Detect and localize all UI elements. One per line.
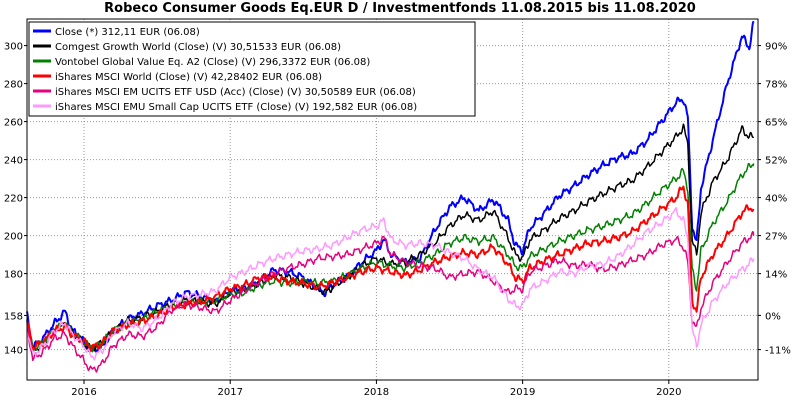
y-tick-label: 220 bbox=[4, 194, 23, 205]
y2-tick-label: 65% bbox=[765, 118, 787, 129]
y2-tick-label: 90% bbox=[765, 42, 787, 53]
y2-tick-label: -11% bbox=[765, 346, 791, 357]
y-tick-label: 260 bbox=[4, 118, 23, 129]
y-tick-label: 180 bbox=[4, 270, 23, 281]
legend-label: iShares MSCI World (Close) (V) 42,28402 … bbox=[55, 72, 322, 83]
series-line-1 bbox=[26, 20, 755, 354]
grid-lines bbox=[27, 19, 758, 380]
x-tick-label: 2016 bbox=[71, 387, 96, 398]
plot-frame bbox=[26, 18, 759, 381]
legend-label: Close (*) 312,11 EUR (06.08) bbox=[55, 27, 200, 38]
y-tick-label: 158 bbox=[4, 311, 23, 322]
y2-tick-label: 40% bbox=[765, 194, 787, 205]
x-tick-label: 2020 bbox=[656, 387, 681, 398]
series-line-3 bbox=[26, 162, 755, 353]
y-tick-label: 280 bbox=[4, 80, 23, 91]
y-tick-label: 240 bbox=[4, 156, 23, 167]
legend-box bbox=[28, 21, 476, 117]
y2-tick-label: 52% bbox=[765, 156, 787, 167]
legend-label: iShares MSCI EMU Small Cap UCITS ETF (Cl… bbox=[55, 102, 417, 113]
x-tick-label: 2017 bbox=[217, 387, 242, 398]
y2-tick-label: 0% bbox=[765, 311, 781, 322]
axis-ticks: 140 -11% 158 0% 180 14% 200 27% 220 40% 240 52% 260 6… bbox=[4, 42, 791, 398]
series-line-4 bbox=[26, 185, 755, 353]
series-lines bbox=[26, 20, 755, 373]
series-line-2 bbox=[26, 123, 755, 352]
y2-tick-label: 78% bbox=[765, 80, 787, 91]
y-tick-label: 300 bbox=[4, 42, 23, 53]
legend: Close (*) 312,11 EUR (06.08) Comgest Grow… bbox=[28, 21, 476, 117]
series-line-5 bbox=[26, 230, 755, 373]
y-tick-label: 200 bbox=[4, 232, 23, 243]
y2-tick-label: 27% bbox=[765, 232, 787, 243]
legend-label: iShares MSCI EM UCITS ETF USD (Acc) (Clo… bbox=[55, 87, 416, 98]
series-line-6 bbox=[26, 207, 755, 361]
y2-tick-label: 14% bbox=[765, 270, 787, 281]
x-tick-label: 2019 bbox=[510, 387, 535, 398]
chart-title: Robeco Consumer Goods Eq.EUR D / Investm… bbox=[104, 1, 696, 16]
x-tick-label: 2018 bbox=[364, 387, 389, 398]
legend-label: Vontobel Global Value Eq. A2 (Close) (V)… bbox=[55, 57, 370, 68]
legend-label: Comgest Growth World (Close) (V) 30,5153… bbox=[55, 42, 341, 53]
y-tick-label: 140 bbox=[4, 346, 23, 357]
